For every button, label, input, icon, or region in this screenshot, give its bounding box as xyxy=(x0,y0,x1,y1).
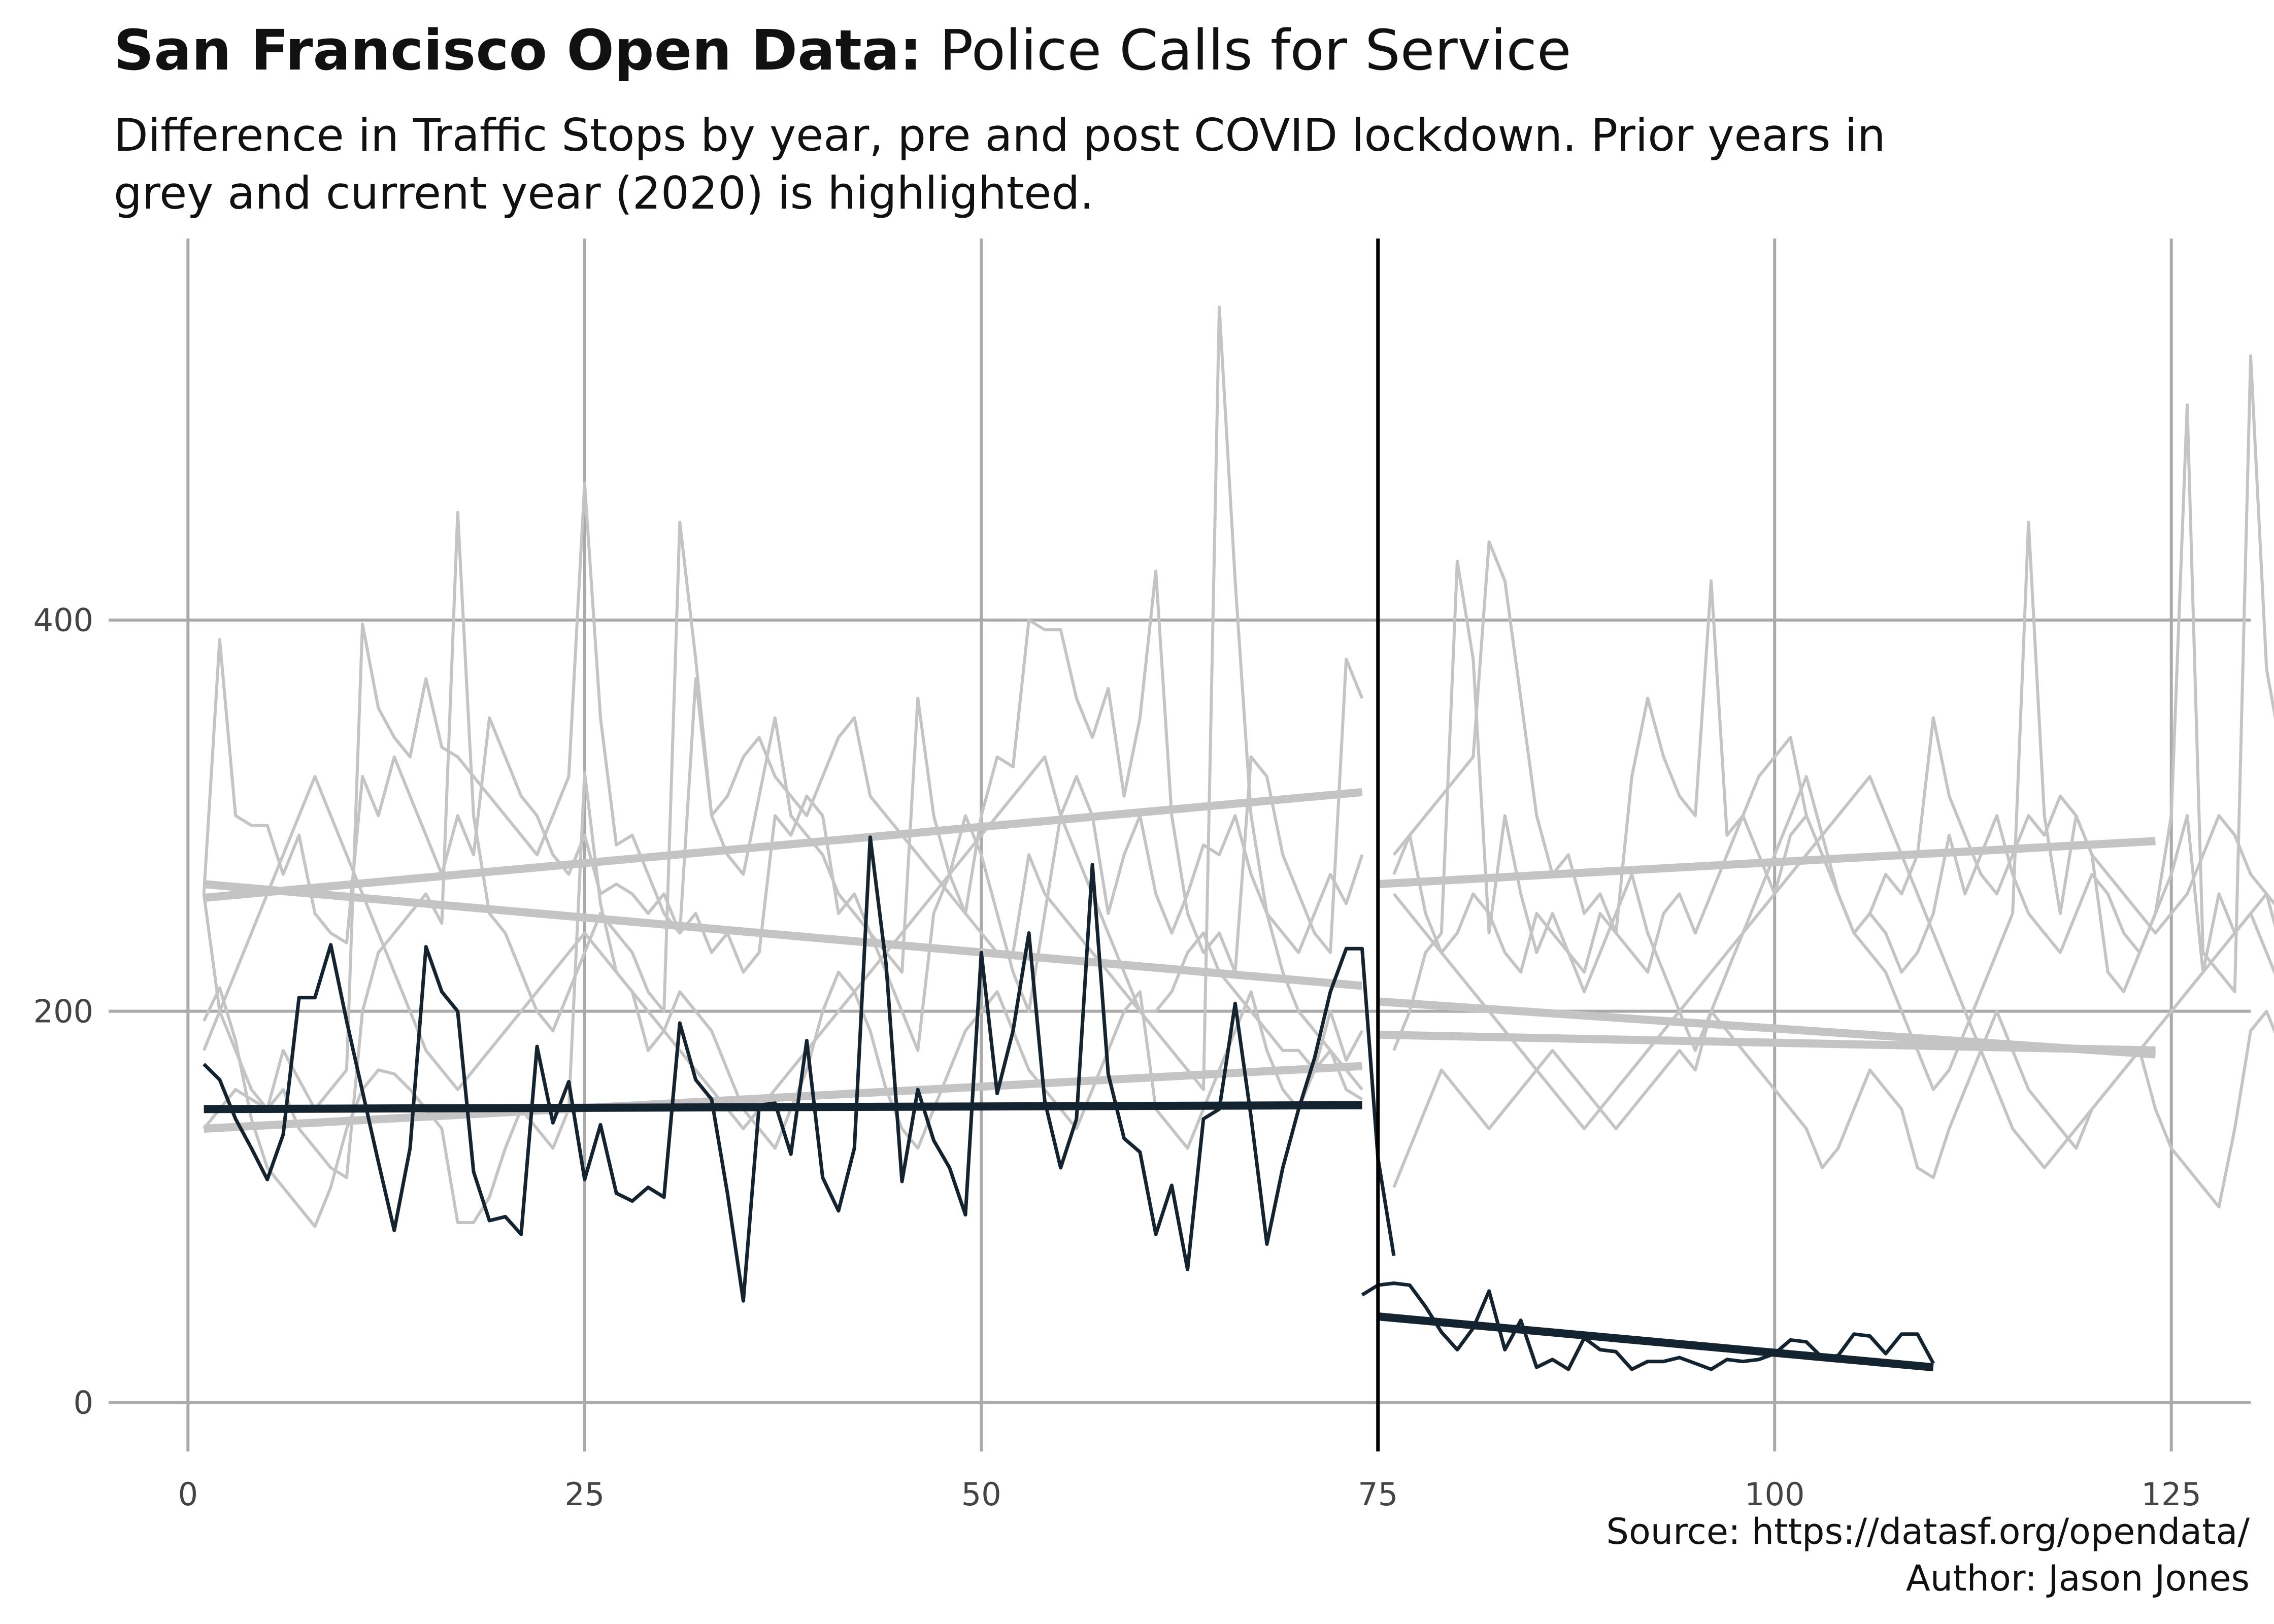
prior-year-5-post-line xyxy=(1392,775,2274,1169)
x-tick-label-0: 0 xyxy=(178,1476,198,1513)
prior-trend-3-pre xyxy=(204,1062,1362,1133)
author-caption: Author: Jason Jones xyxy=(1905,1558,2250,1599)
current-year-layer xyxy=(203,835,1935,1372)
prior-trend-2-post xyxy=(1378,837,2156,889)
prior-years-layer xyxy=(202,305,2274,1228)
chart-title-bold: San Francisco Open Data: xyxy=(114,18,922,83)
x-tick-label-75: 75 xyxy=(1358,1476,1398,1513)
x-tick-label-25: 25 xyxy=(564,1476,605,1513)
prior-year-4-pre-line xyxy=(203,511,1364,1179)
prior-year-5-pre-line xyxy=(202,305,1363,1130)
y-tick-label-400: 400 xyxy=(34,602,93,639)
x-tick-label-100: 100 xyxy=(1745,1476,1804,1513)
y-tick-label-0: 0 xyxy=(74,1384,93,1422)
prior-year-4-post-line xyxy=(1392,354,2274,1091)
chart-caption: Source: https://datasf.org/opendata/ Aut… xyxy=(1607,1508,2250,1602)
chart-subtitle: Difference in Traffic Stops by year, pre… xyxy=(114,109,1886,219)
prior-year-3-post-line xyxy=(1392,540,2274,935)
x-tick-label-50: 50 xyxy=(961,1476,1001,1513)
chart-title: San Francisco Open Data: Police Calls fo… xyxy=(114,17,1571,83)
prior-year-2-pre-line xyxy=(202,638,1363,1101)
prior-year-1-post-line xyxy=(1392,1009,2274,1209)
prior-trend-1-pre xyxy=(203,880,1363,990)
x-tick-label-125: 125 xyxy=(2142,1476,2201,1513)
current-year-pre-line xyxy=(203,835,1396,1303)
y-tick-label-200: 200 xyxy=(34,993,93,1030)
source-caption: Source: https://datasf.org/opendata/ xyxy=(1606,1511,2250,1552)
current-trend-pre xyxy=(204,1101,1362,1113)
current-trend-post xyxy=(1377,1312,1934,1372)
chart-title-rest: Police Calls for Service xyxy=(922,18,1571,83)
prior-year-3-pre-line xyxy=(202,481,1364,1111)
prior-trend-2-pre xyxy=(203,788,1363,902)
grid-lines xyxy=(109,239,2251,1451)
tick-labels: 0 25 50 75 100 125 0 200 400 xyxy=(34,602,2201,1513)
prior-trend-3-post xyxy=(1378,997,2156,1059)
